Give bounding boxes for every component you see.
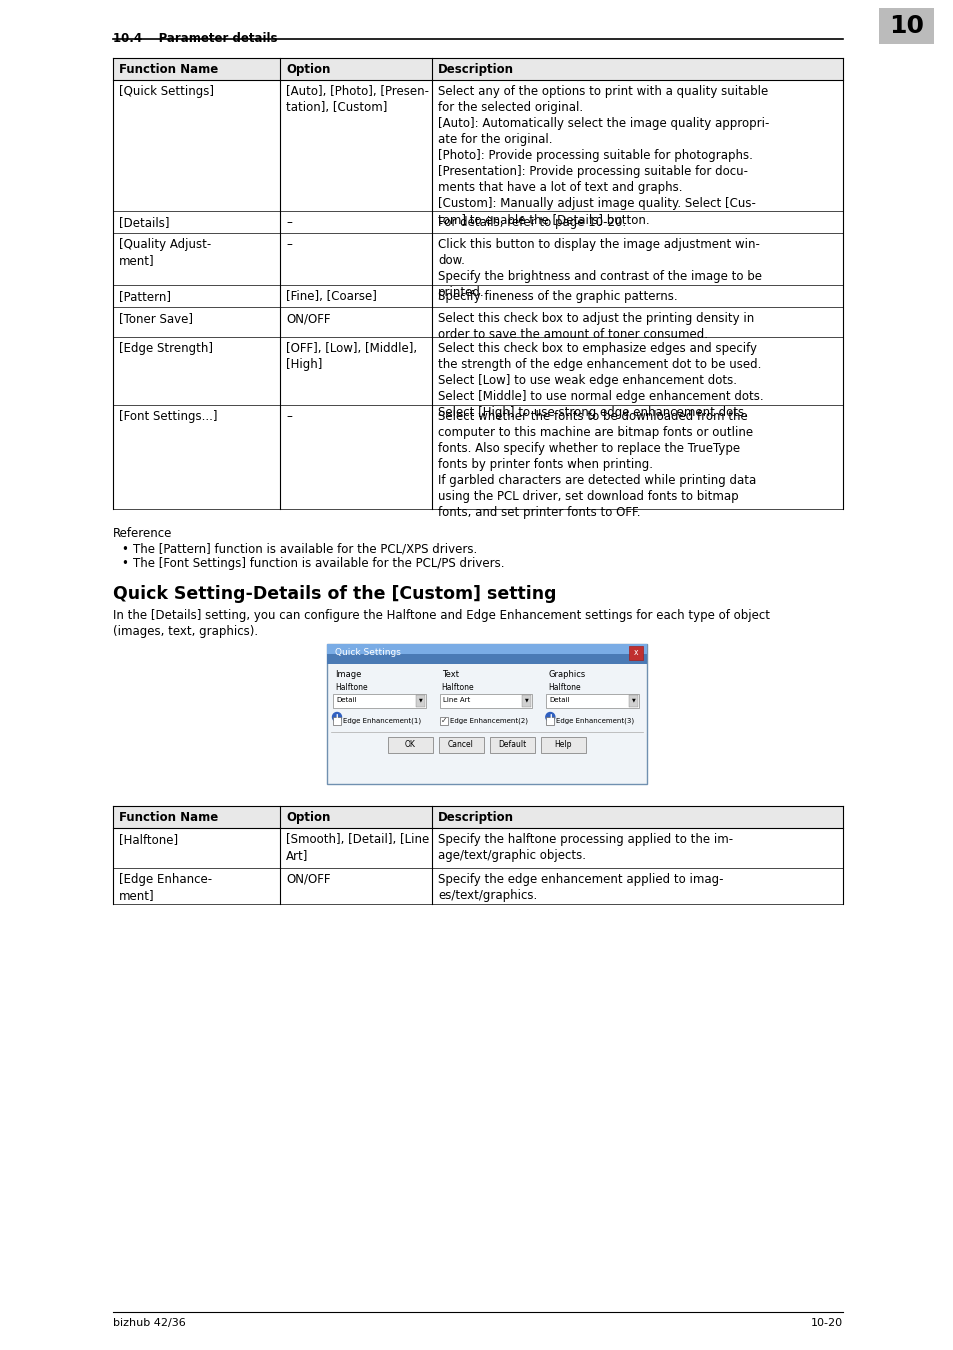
Bar (522, 695, 531, 707)
Text: Function Name: Function Name (119, 63, 218, 76)
Text: Reference: Reference (112, 526, 172, 540)
Text: Quick Settings: Quick Settings (335, 648, 400, 657)
Text: ON/OFF: ON/OFF (286, 873, 330, 886)
Bar (546, 694, 639, 707)
Text: 10: 10 (888, 14, 923, 38)
Text: bizhub 42/36: bizhub 42/36 (112, 1318, 186, 1328)
Text: Function Name: Function Name (119, 811, 218, 824)
Text: [Quick Settings]: [Quick Settings] (119, 85, 213, 99)
Bar (490, 737, 535, 753)
Bar (878, 8, 933, 45)
Text: Graphics: Graphics (548, 670, 585, 679)
Text: OK: OK (404, 740, 415, 749)
Text: [Pattern]: [Pattern] (119, 290, 171, 302)
Text: Detail: Detail (549, 697, 569, 703)
Text: Text: Text (441, 670, 458, 679)
Text: Edge Enhancement(2): Edge Enhancement(2) (449, 717, 527, 724)
Text: Line Art: Line Art (442, 697, 470, 703)
Bar (333, 694, 425, 707)
Text: Halftone: Halftone (335, 683, 367, 693)
Text: Specify the halftone processing applied to the im-
age/text/graphic objects.: Specify the halftone processing applied … (437, 833, 732, 863)
Text: ▼: ▼ (418, 697, 422, 702)
Text: [Halftone]: [Halftone] (119, 833, 178, 846)
Text: ▼: ▼ (525, 697, 529, 702)
Text: Halftone: Halftone (441, 683, 474, 693)
Text: The [Font Settings] function is available for the PCL/PS drivers.: The [Font Settings] function is availabl… (132, 558, 504, 570)
Text: [Details]: [Details] (119, 216, 170, 230)
Text: [Auto], [Photo], [Presen-
tation], [Custom]: [Auto], [Photo], [Presen- tation], [Cust… (286, 85, 429, 113)
Bar (416, 695, 424, 707)
Text: Option: Option (286, 63, 330, 76)
Bar (327, 644, 646, 664)
Text: –: – (286, 238, 292, 251)
Text: Select this check box to emphasize edges and specify
the strength of the edge en: Select this check box to emphasize edges… (437, 342, 762, 418)
Text: •: • (121, 558, 128, 570)
Circle shape (333, 713, 341, 721)
Text: –: – (286, 216, 292, 230)
Text: Select whether the fonts to be downloaded from the
computer to this machine are : Select whether the fonts to be downloade… (437, 410, 756, 518)
Text: Specify the edge enhancement applied to imag-
es/text/graphics.: Specify the edge enhancement applied to … (437, 873, 722, 902)
Text: Halftone: Halftone (548, 683, 580, 693)
Text: The [Pattern] function is available for the PCL/XPS drivers.: The [Pattern] function is available for … (132, 543, 476, 556)
Text: 10-20: 10-20 (810, 1318, 842, 1328)
Text: Edge Enhancement(1): Edge Enhancement(1) (343, 717, 420, 724)
Text: 10.4    Parameter details: 10.4 Parameter details (112, 32, 277, 45)
Text: Edge Enhancement(3): Edge Enhancement(3) (556, 717, 634, 724)
Text: Specify fineness of the graphic patterns.: Specify fineness of the graphic patterns… (437, 290, 677, 302)
Text: [Font Settings...]: [Font Settings...] (119, 410, 217, 423)
Text: •: • (121, 543, 128, 556)
Text: Detail: Detail (335, 697, 356, 703)
Text: In the [Details] setting, you can configure the Halftone and Edge Enhancement se: In the [Details] setting, you can config… (112, 609, 769, 639)
Bar (628, 647, 642, 660)
Text: Description: Description (437, 811, 514, 824)
Bar (327, 644, 646, 653)
Circle shape (545, 713, 555, 721)
Text: Quick Setting-Details of the [Custom] setting: Quick Setting-Details of the [Custom] se… (112, 585, 556, 603)
Bar (327, 644, 646, 784)
Text: Default: Default (497, 740, 525, 749)
Text: [Fine], [Coarse]: [Fine], [Coarse] (286, 290, 376, 302)
Text: ON/OFF: ON/OFF (286, 312, 330, 325)
Text: [Edge Strength]: [Edge Strength] (119, 342, 213, 355)
Text: [OFF], [Low], [Middle],
[High]: [OFF], [Low], [Middle], [High] (286, 342, 416, 371)
Bar (628, 695, 638, 707)
Text: Click this button to display the image adjustment win-
dow.
Specify the brightne: Click this button to display the image a… (437, 238, 761, 298)
Text: Cancel: Cancel (448, 740, 474, 749)
Text: [Edge Enhance-
ment]: [Edge Enhance- ment] (119, 873, 212, 902)
Text: For details, refer to page 10-20.: For details, refer to page 10-20. (437, 216, 625, 230)
Text: ▼: ▼ (632, 697, 636, 702)
Text: [Smooth], [Detail], [Line
Art]: [Smooth], [Detail], [Line Art] (286, 833, 429, 863)
Text: i: i (335, 714, 338, 720)
Bar (388, 737, 433, 753)
Text: [Quality Adjust-
ment]: [Quality Adjust- ment] (119, 238, 211, 267)
Text: Select this check box to adjust the printing density in
order to save the amount: Select this check box to adjust the prin… (437, 312, 754, 342)
Bar (112, 58, 842, 80)
Text: –: – (286, 410, 292, 423)
Text: [Toner Save]: [Toner Save] (119, 312, 193, 325)
Text: Description: Description (437, 63, 514, 76)
Bar (333, 717, 340, 725)
Text: x: x (633, 648, 638, 657)
Text: Image: Image (335, 670, 361, 679)
Text: Option: Option (286, 811, 330, 824)
Text: ✓: ✓ (440, 716, 447, 725)
Bar (546, 717, 554, 725)
Text: Help: Help (554, 740, 571, 749)
Bar (439, 717, 447, 725)
Bar (540, 737, 585, 753)
Text: i: i (549, 714, 551, 720)
Bar (438, 737, 483, 753)
Text: Select any of the options to print with a quality suitable
for the selected orig: Select any of the options to print with … (437, 85, 768, 225)
Bar (112, 806, 842, 828)
Bar (439, 694, 532, 707)
